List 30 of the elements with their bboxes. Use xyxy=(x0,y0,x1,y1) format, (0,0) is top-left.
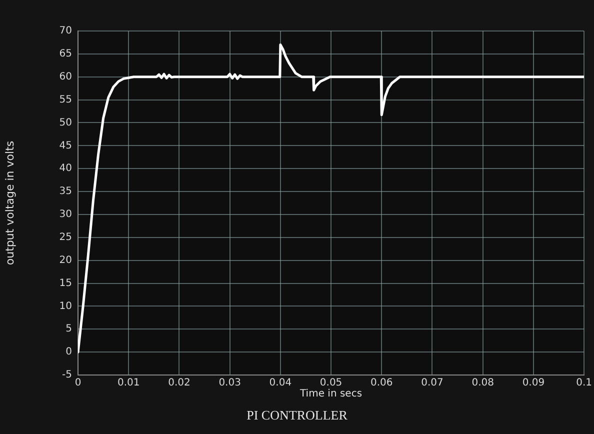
x-tick-label: 0.07 xyxy=(421,378,444,389)
y-tick-label: 70 xyxy=(59,26,72,37)
x-tick-label: 0.01 xyxy=(117,378,140,389)
y-tick-label: 20 xyxy=(59,254,72,266)
y-tick-label: -5 xyxy=(62,370,72,381)
x-tick-label: 0.04 xyxy=(269,378,292,389)
y-tick-label: 55 xyxy=(59,94,72,106)
x-tick-label: 0.08 xyxy=(472,378,494,389)
y-tick-label: 50 xyxy=(59,117,72,128)
y-tick-label: 5 xyxy=(66,324,72,335)
y-tick-label: 65 xyxy=(59,48,72,60)
y-tick-label: 60 xyxy=(59,71,72,82)
x-tick-label: 0.02 xyxy=(168,378,190,389)
y-tick-label: 0 xyxy=(66,346,72,358)
y-tick-label: 10 xyxy=(59,300,72,312)
y-tick-label: 45 xyxy=(59,140,72,152)
x-tick-label: 0.06 xyxy=(370,378,393,389)
y-tick-label: 25 xyxy=(59,232,72,243)
text: PI CONTROLLER xyxy=(246,407,348,422)
y-tick-label: 30 xyxy=(59,209,72,220)
y-tick-label: 15 xyxy=(59,278,72,289)
x-tick-label: 0.05 xyxy=(320,378,342,389)
x-tick-label: 0.03 xyxy=(218,378,241,389)
y-tick-label: 40 xyxy=(59,163,72,174)
y-tick-label: 35 xyxy=(59,186,72,198)
x-tick-label: 0.1 xyxy=(576,378,592,389)
y-axis-title: output voltage in volts xyxy=(3,140,16,266)
x-tick-label: 0.09 xyxy=(522,378,545,389)
x-axis-title: Time in secs xyxy=(299,388,362,400)
x-tick-label: 0 xyxy=(74,378,82,389)
